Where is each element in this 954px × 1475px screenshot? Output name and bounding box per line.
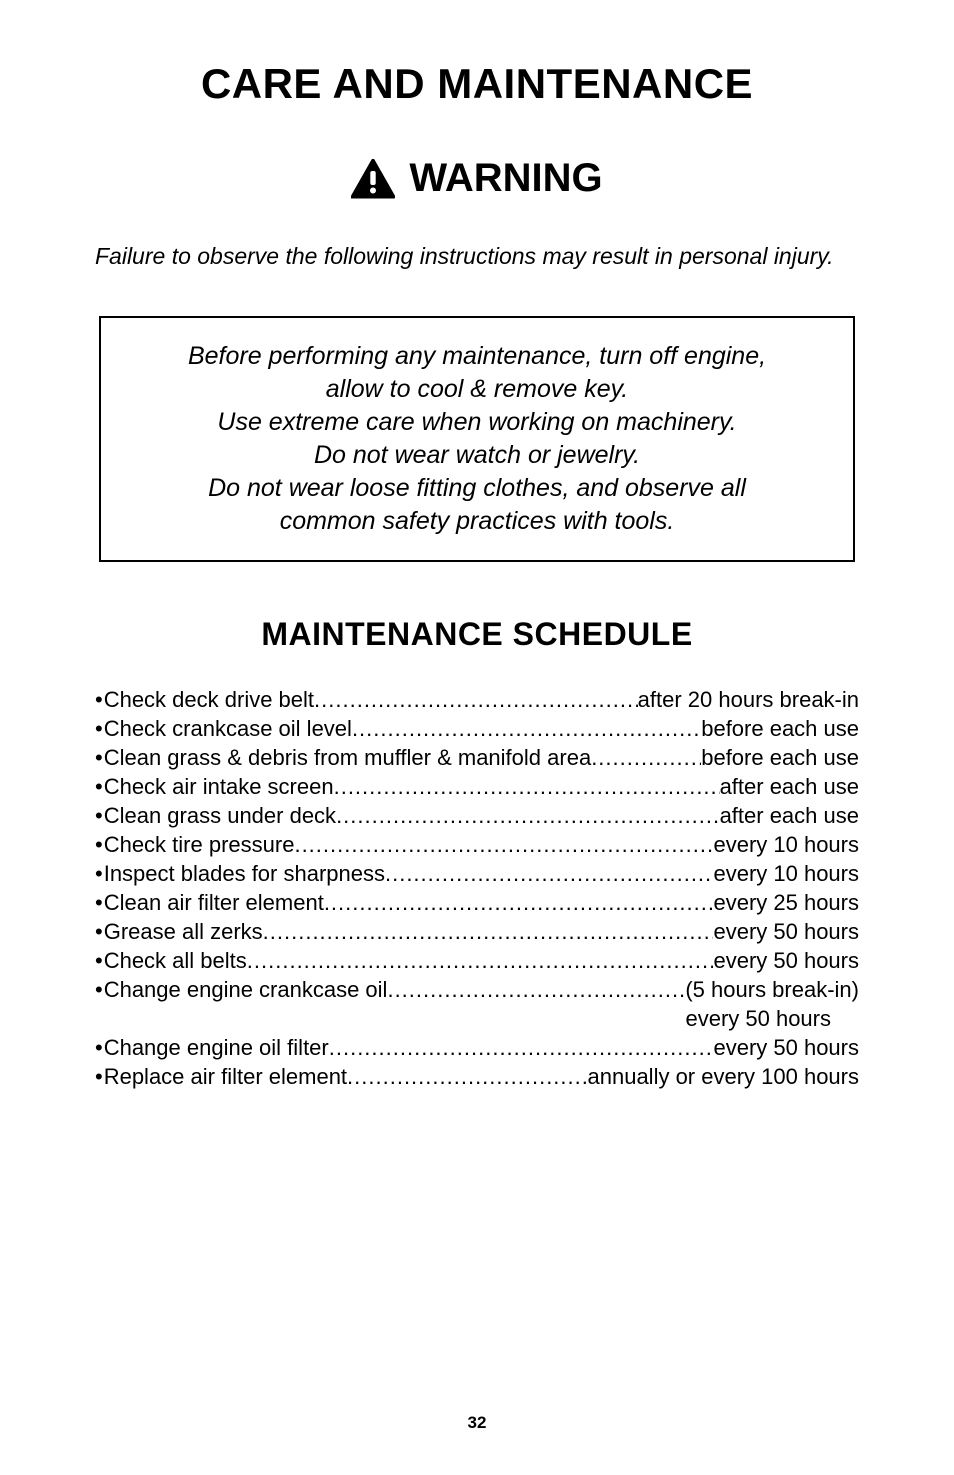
schedule-row: •Check all belts every 50 hours (95, 948, 859, 974)
page-number: 32 (0, 1413, 954, 1433)
schedule-row: •Grease all zerks every 50 hours (95, 919, 859, 945)
notice-line: allow to cool & remove key. (326, 375, 628, 403)
safety-notice-box: Before performing any maintenance, turn … (99, 316, 855, 562)
bullet-icon: • (95, 805, 103, 827)
leader-dots (247, 948, 714, 974)
schedule-value: before each use (701, 716, 859, 742)
schedule-row: •Change engine crankcase oil (5 hours bre… (95, 977, 859, 1003)
page-title: CARE AND MAINTENANCE (95, 60, 859, 108)
schedule-value: every 50 hours (713, 919, 859, 945)
schedule-row: •Clean grass & debris from muffler & man… (95, 745, 859, 771)
schedule-row: •Check crankcase oil level before each us… (95, 716, 859, 742)
bullet-icon: • (95, 1037, 103, 1059)
leader-dots (314, 687, 638, 713)
schedule-row: •Inspect blades for sharpness every 10 ho… (95, 861, 859, 887)
schedule-value: before each use (701, 745, 859, 771)
schedule-label: Check crankcase oil level (104, 716, 352, 742)
bullet-icon: • (95, 979, 103, 1001)
leader-dots (347, 1064, 587, 1090)
leader-dots (352, 716, 701, 742)
schedule-value: (5 hours break-in) (685, 977, 859, 1003)
schedule-value: every 50 hours (713, 948, 859, 974)
schedule-row: •Check deck drive belt after 20 hours bre… (95, 687, 859, 713)
notice-line: Before performing any maintenance, turn … (188, 342, 766, 370)
schedule-label: Check tire pressure (104, 832, 295, 858)
schedule-row: •Clean air filter element every 25 hours (95, 890, 859, 916)
leader-dots (329, 1035, 714, 1061)
schedule-value: every 10 hours (713, 861, 859, 887)
warning-triangle-icon (351, 159, 395, 199)
bullet-icon: • (95, 1066, 103, 1088)
leader-dots (336, 803, 720, 829)
schedule-extra-value: every 50 hours (95, 1006, 859, 1032)
maintenance-schedule-list: •Check deck drive beltafter 20 hours bre… (95, 687, 859, 1090)
page-container: CARE AND MAINTENANCE WARNING Failure to … (0, 0, 954, 1475)
leader-dots (324, 890, 714, 916)
schedule-value: after each use (720, 774, 859, 800)
safety-notice-text: Before performing any maintenance, turn … (127, 340, 827, 538)
failure-warning-text: Failure to observe the following instruc… (95, 241, 859, 272)
schedule-label: Inspect blades for sharpness (104, 861, 385, 887)
schedule-label: Clean air filter element (104, 890, 324, 916)
schedule-label: Check air intake screen (104, 774, 334, 800)
schedule-value: annually or every 100 hours (588, 1064, 860, 1090)
bullet-icon: • (95, 863, 103, 885)
leader-dots (385, 861, 713, 887)
bullet-icon: • (95, 950, 103, 972)
schedule-row: •Clean grass under deck after each use (95, 803, 859, 829)
bullet-icon: • (95, 718, 103, 740)
schedule-row: •Check tire pressure every 10 hours (95, 832, 859, 858)
schedule-label: Clean grass & debris from muffler & mani… (104, 745, 591, 771)
schedule-value: every 10 hours (713, 832, 859, 858)
notice-line: common safety practices with tools. (280, 507, 675, 535)
bullet-icon: • (95, 747, 103, 769)
schedule-value: after 20 hours break-in (638, 687, 859, 713)
schedule-label: Clean grass under deck (104, 803, 336, 829)
schedule-value: every 50 hours (713, 1035, 859, 1061)
leader-dots (387, 977, 685, 1003)
section-title: MAINTENANCE SCHEDULE (95, 616, 859, 653)
schedule-label: Replace air filter element (104, 1064, 347, 1090)
notice-line: Use extreme care when working on machine… (217, 408, 736, 436)
schedule-row: •Change engine oil filter every 50 hours (95, 1035, 859, 1061)
schedule-row: •Replace air filter element annually or e… (95, 1064, 859, 1090)
schedule-label: Check all belts (104, 948, 247, 974)
leader-dots (591, 745, 701, 771)
bullet-icon: • (95, 834, 103, 856)
notice-line: Do not wear watch or jewelry. (314, 441, 640, 469)
schedule-label: Change engine crankcase oil (104, 977, 388, 1003)
notice-line: Do not wear loose fitting clothes, and o… (208, 474, 746, 502)
schedule-label: Check deck drive belt (104, 687, 314, 713)
bullet-icon: • (95, 892, 103, 914)
schedule-value: every 25 hours (713, 890, 859, 916)
bullet-icon: • (95, 689, 103, 711)
bullet-icon: • (95, 776, 103, 798)
schedule-value: after each use (720, 803, 859, 829)
bullet-icon: • (95, 921, 103, 943)
schedule-label: Grease all zerks (104, 919, 263, 945)
schedule-row: •Check air intake screen after each use (95, 774, 859, 800)
warning-heading: WARNING (95, 156, 859, 201)
leader-dots (334, 774, 720, 800)
schedule-label: Change engine oil filter (104, 1035, 329, 1061)
leader-dots (294, 832, 713, 858)
warning-label: WARNING (409, 156, 602, 201)
leader-dots (263, 919, 714, 945)
